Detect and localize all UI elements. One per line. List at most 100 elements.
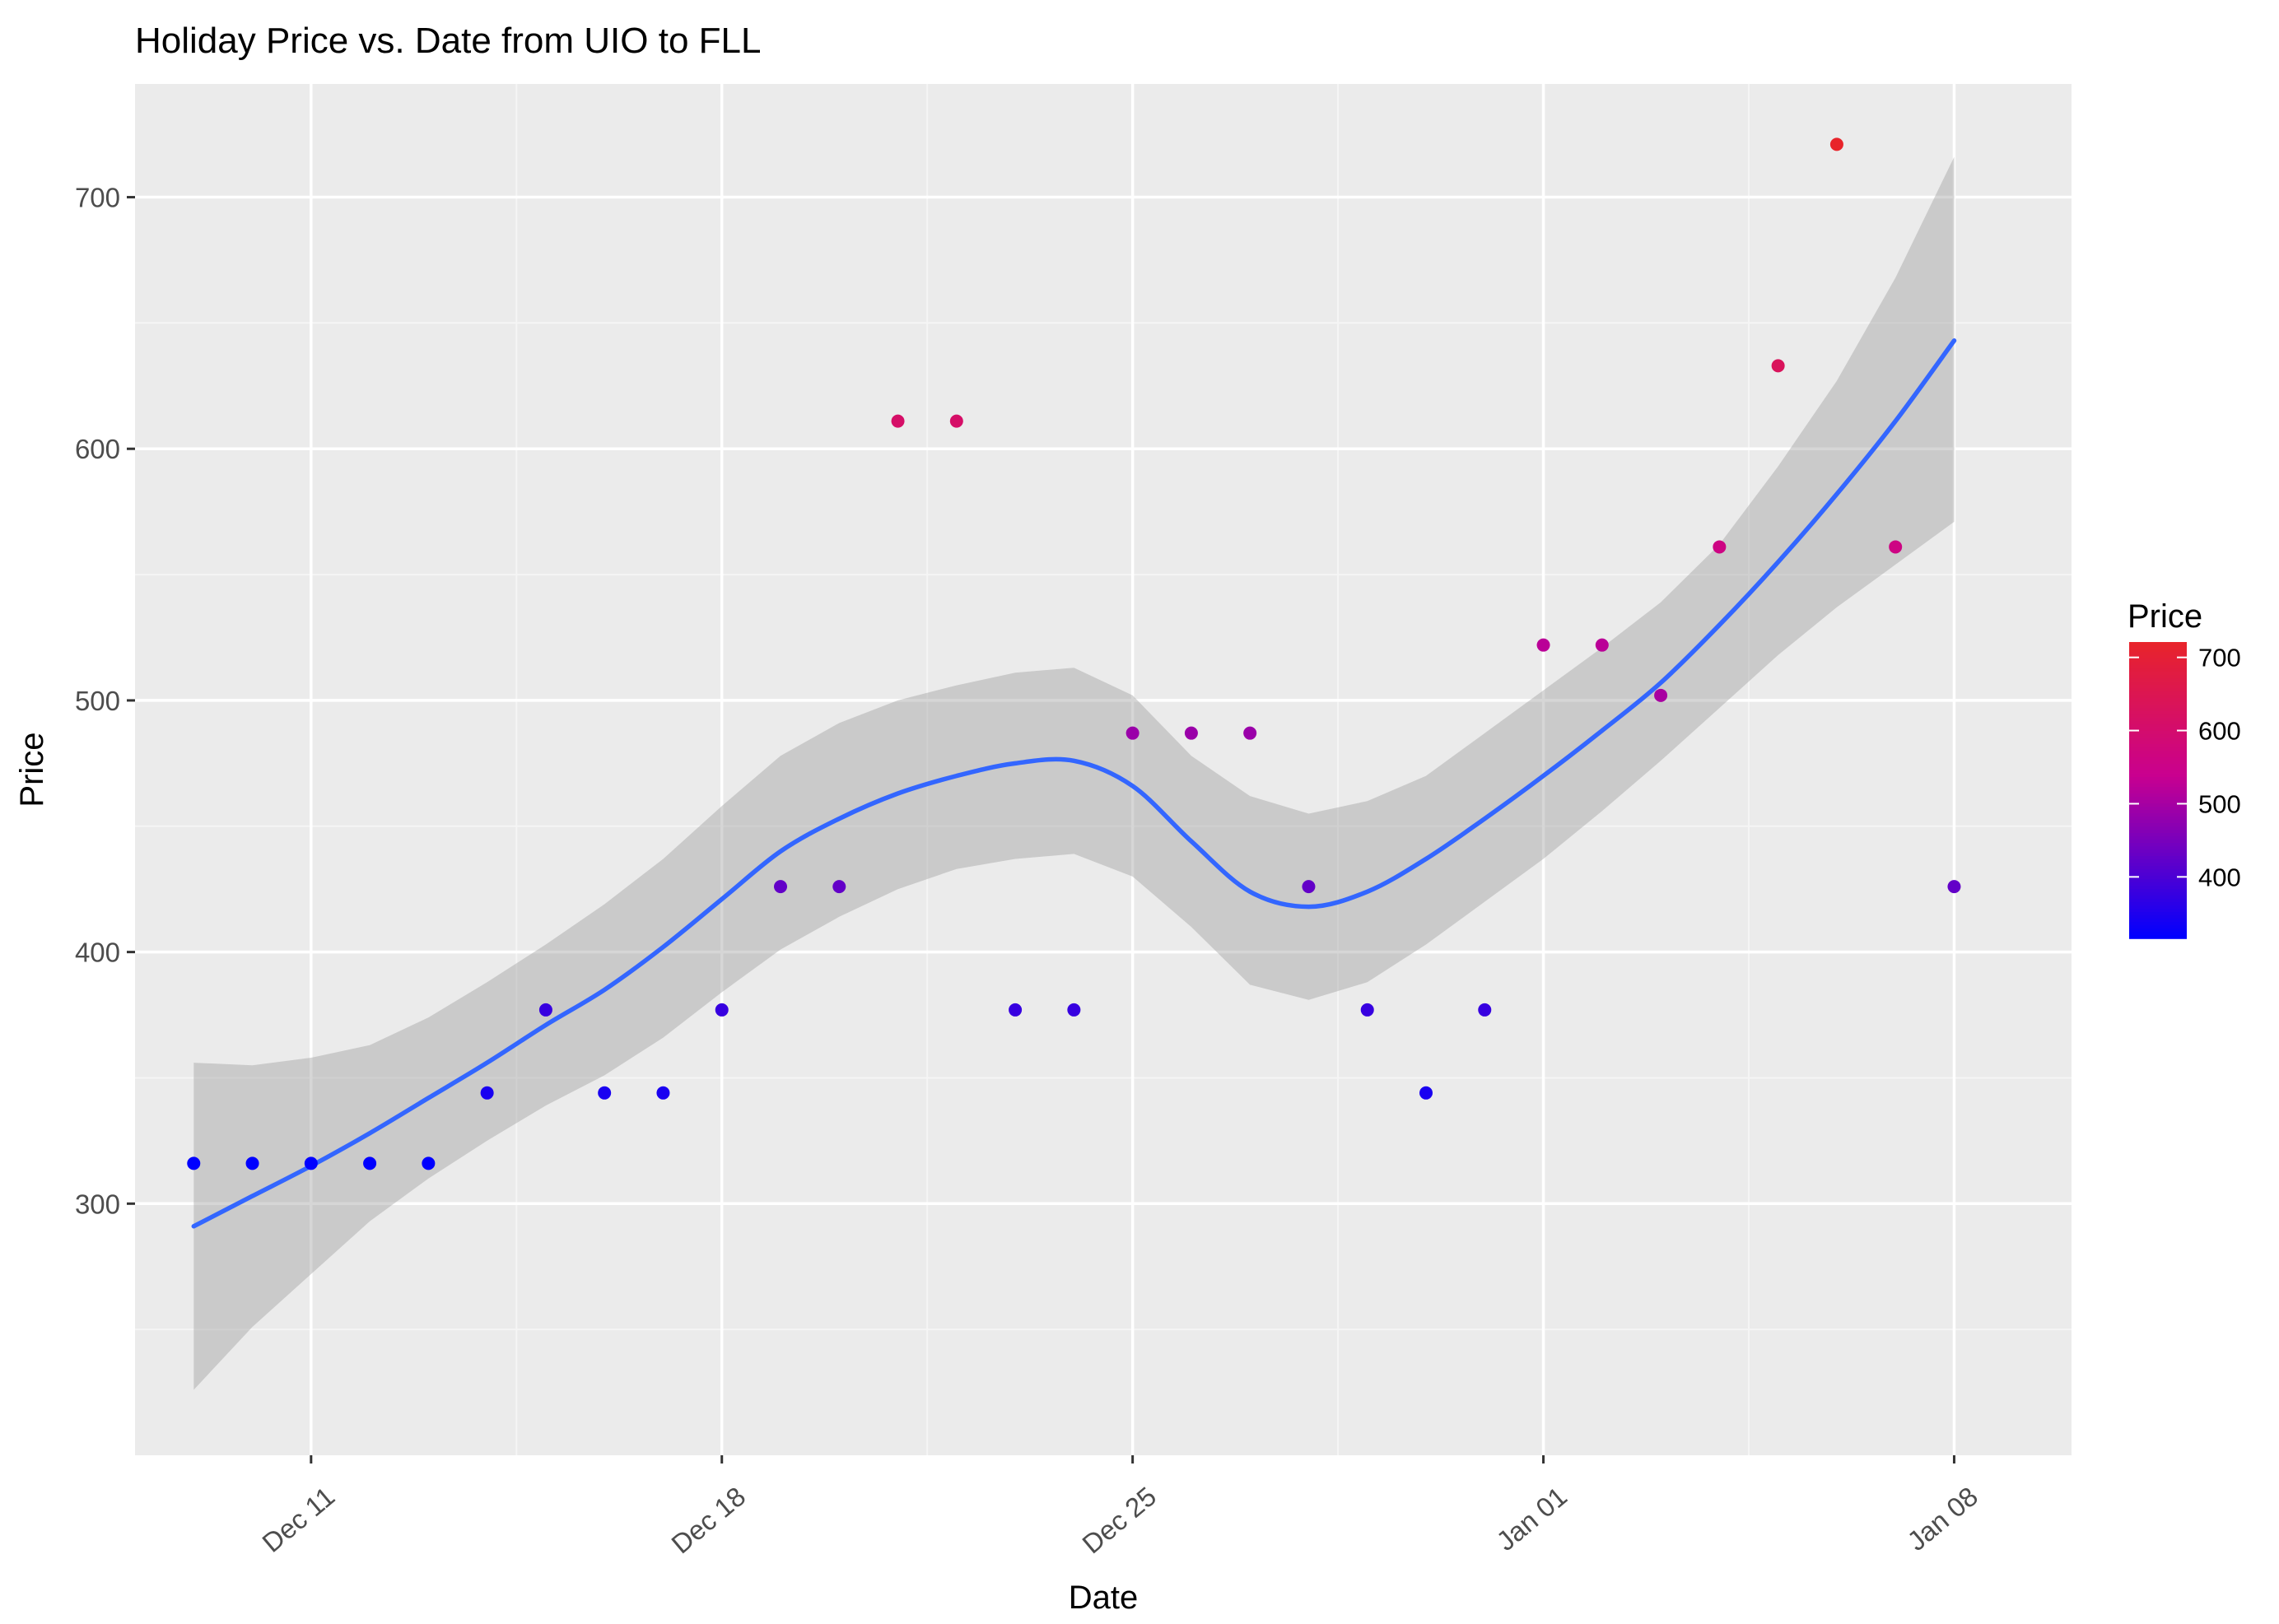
colorbar-segment [2129, 869, 2187, 873]
colorbar-segment [2129, 925, 2187, 929]
colorbar-segment [2129, 843, 2187, 847]
y-tick-label: 600 [75, 434, 120, 464]
colorbar-segment [2129, 721, 2187, 725]
colorbar-segment [2129, 902, 2187, 906]
data-point [1126, 726, 1140, 740]
data-point [715, 1003, 729, 1017]
data-point [1536, 638, 1550, 652]
colorbar-segment [2129, 662, 2187, 666]
data-point [1243, 726, 1257, 740]
x-tick-label: Dec 25 [1076, 1481, 1162, 1560]
colorbar-segment [2129, 803, 2187, 807]
data-point [949, 414, 963, 428]
colorbar-segment [2129, 935, 2187, 939]
colorbar-segment [2129, 787, 2187, 791]
legend-tick-label: 700 [2198, 644, 2241, 672]
legend-ticks: 400 500 600 700 [2129, 644, 2241, 891]
colorbar-segment [2129, 751, 2187, 755]
colorbar-segment [2129, 734, 2187, 738]
colorbar-segment [2129, 882, 2187, 886]
colorbar-segment [2129, 780, 2187, 784]
data-point [832, 880, 846, 894]
legend-tick-label: 500 [2198, 789, 2241, 818]
data-point [304, 1156, 318, 1170]
colorbar-segment [2129, 797, 2187, 801]
colorbar-segment [2129, 810, 2187, 814]
legend-tick-label: 600 [2198, 717, 2241, 746]
colorbar-segment [2129, 892, 2187, 896]
colorbar-segment [2129, 846, 2187, 850]
colorbar-segment [2129, 642, 2187, 646]
data-point [1302, 880, 1316, 894]
colorbar-segment [2129, 800, 2187, 804]
smooth-line-layer [191, 338, 1957, 1229]
confidence-band [193, 156, 1955, 1390]
data-point [1478, 1003, 1492, 1017]
colorbar-segment [2129, 820, 2187, 824]
colorbar-segment [2129, 922, 2187, 926]
y-tick-label: 300 [75, 1189, 120, 1219]
colorbar-segment [2129, 738, 2187, 742]
x-tick-label: Dec 11 [256, 1481, 340, 1558]
colorbar-segment [2129, 672, 2187, 676]
colorbar-segment [2129, 685, 2187, 689]
colorbar-segment [2129, 747, 2187, 752]
colorbar-segment [2129, 711, 2187, 715]
colorbar-segment [2129, 826, 2187, 831]
colorbar-segment [2129, 649, 2187, 653]
y-tick-label: 700 [75, 183, 120, 213]
colorbar-segment [2129, 658, 2187, 663]
data-point [1184, 726, 1198, 740]
colorbar-segment [2129, 793, 2187, 798]
colorbar-segment [2129, 764, 2187, 768]
colorbar-segment [2129, 840, 2187, 844]
colorbar-segment [2129, 905, 2187, 910]
colorbar-segment [2129, 853, 2187, 857]
legend-tick-label: 400 [2198, 863, 2241, 891]
colorbar-segment [2129, 724, 2187, 728]
colorbar-segment [2129, 899, 2187, 903]
colorbar-segment [2129, 866, 2187, 870]
y-axis: 300 400 500 600 700 [75, 183, 135, 1219]
colorbar-segment [2129, 856, 2187, 860]
colorbar-segment [2129, 774, 2187, 778]
colorbar-segment [2129, 761, 2187, 765]
smooth-line [191, 338, 1957, 1229]
colorbar-segment [2129, 708, 2187, 712]
chart-title: Holiday Price vs. Date from UIO to FLL [135, 21, 761, 61]
colorbar-segment [2129, 915, 2187, 919]
data-point [422, 1156, 436, 1170]
colorbar-segment [2129, 919, 2187, 923]
data-point [480, 1086, 494, 1100]
data-point [1829, 137, 1843, 151]
colorbar-segment [2129, 872, 2187, 877]
colorbar-segment [2129, 833, 2187, 837]
x-tick-label: Jan 08 [1901, 1481, 1983, 1557]
colorbar-segment [2129, 767, 2187, 771]
colorbar-segment [2129, 859, 2187, 863]
legend: Price 400 500 600 700 [2128, 598, 2241, 939]
data-point [1419, 1086, 1433, 1100]
data-point [245, 1156, 259, 1170]
colorbar-segment [2129, 718, 2187, 722]
data-point [656, 1086, 670, 1100]
colorbar-segment [2129, 757, 2187, 761]
colorbar-segment [2129, 813, 2187, 817]
colorbar-segment [2129, 886, 2187, 890]
colorbar-segment [2129, 688, 2187, 692]
colorbar-segment [2129, 675, 2187, 679]
colorbar-segment [2129, 896, 2187, 900]
data-point [1947, 880, 1961, 894]
colorbar-segment [2129, 665, 2187, 669]
colorbar-segment [2129, 754, 2187, 758]
colorbar-segment [2129, 849, 2187, 854]
data-point [1067, 1003, 1081, 1017]
colorbar-segment [2129, 668, 2187, 672]
colorbar-segment [2129, 817, 2187, 821]
data-point [1654, 688, 1668, 702]
colorbar-segment [2129, 698, 2187, 702]
data-point [891, 414, 905, 428]
colorbar-segment [2129, 705, 2187, 709]
